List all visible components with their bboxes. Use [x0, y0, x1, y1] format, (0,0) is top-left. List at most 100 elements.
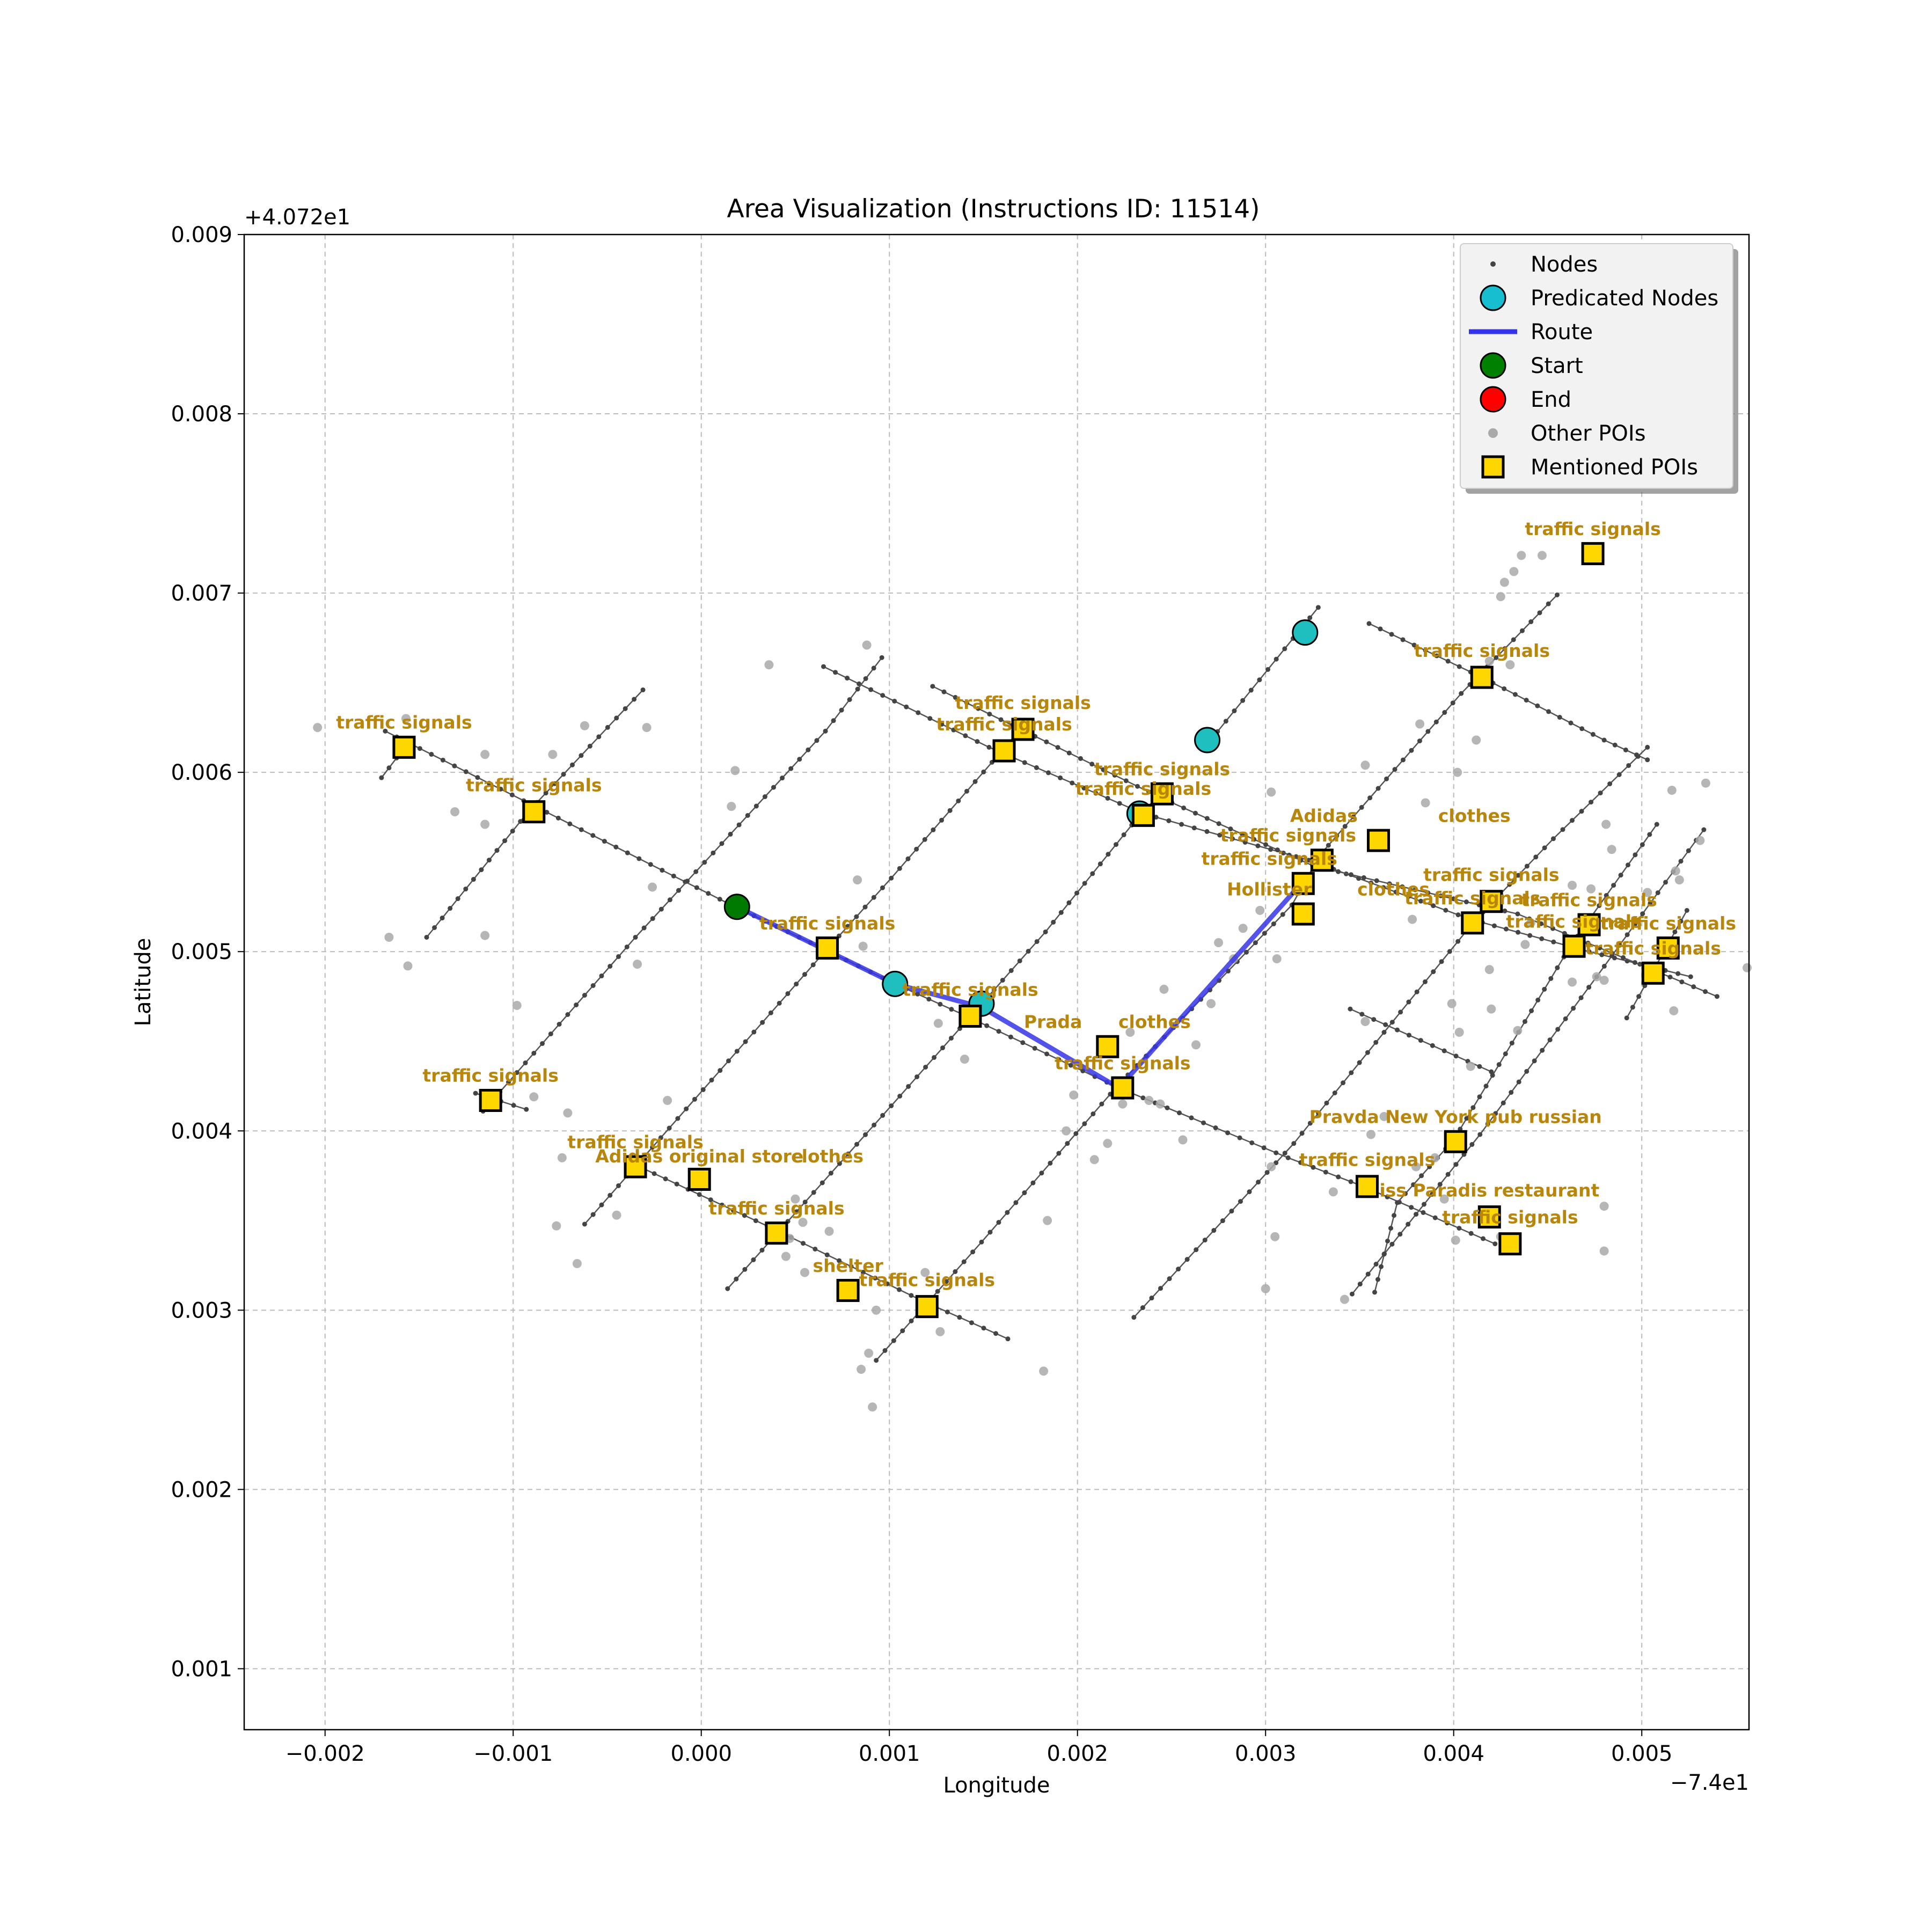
- legend-marker-circle: [1480, 284, 1506, 311]
- street-node: [1579, 809, 1584, 814]
- mentioned-poi: [1310, 848, 1334, 872]
- poi-label: traffic signals: [1525, 518, 1660, 539]
- street-node: [1630, 1005, 1635, 1010]
- x-tick-label: −0.001: [473, 1741, 553, 1766]
- street-node: [608, 1192, 613, 1198]
- street-node: [1714, 994, 1719, 999]
- street-node: [1684, 908, 1689, 913]
- street-node: [1165, 1105, 1170, 1110]
- other-poi: [1599, 1246, 1609, 1256]
- street-node: [987, 1230, 993, 1235]
- street-node: [1204, 816, 1210, 821]
- street-node: [674, 1181, 679, 1187]
- poi-label: clothes: [1357, 879, 1430, 899]
- street-node: [1554, 592, 1560, 597]
- street-node: [1383, 1022, 1388, 1027]
- street-node: [1265, 667, 1271, 672]
- street-node: [1647, 832, 1652, 837]
- street-node: [1243, 949, 1249, 955]
- street-node: [1455, 939, 1461, 944]
- other-poi: [824, 1226, 834, 1236]
- street-node: [777, 1000, 782, 1006]
- street-node: [1247, 1189, 1252, 1195]
- street-node: [1280, 912, 1285, 917]
- street-node: [1540, 1048, 1545, 1053]
- other-poi: [1517, 551, 1526, 560]
- poi-labels-layer: traffic signals traffic signals traffic si…: [336, 518, 1736, 1291]
- other-poi: [1039, 1366, 1049, 1376]
- mentioned-poi: [479, 1088, 502, 1112]
- street-node: [801, 1241, 806, 1246]
- street-node: [1238, 1199, 1243, 1204]
- poi-label: clothes: [1118, 1011, 1191, 1032]
- street-node: [1384, 776, 1389, 781]
- street-node: [1539, 936, 1545, 941]
- street-node: [599, 1202, 604, 1208]
- street-node: [424, 934, 429, 940]
- street-node: [1298, 858, 1304, 863]
- street-node: [1123, 778, 1129, 784]
- street-node: [806, 747, 811, 752]
- mentioned-poi: [1641, 961, 1665, 985]
- legend-box: [1460, 243, 1733, 489]
- other-poi: [1103, 1139, 1113, 1148]
- street-node: [1237, 1135, 1242, 1140]
- street-node: [855, 686, 860, 692]
- street-node: [1389, 632, 1394, 637]
- street-node: [1008, 968, 1014, 973]
- street-node: [540, 1041, 545, 1046]
- street-node: [788, 766, 794, 771]
- other-poi: [1599, 976, 1609, 985]
- other-poi: [633, 960, 642, 969]
- street-node: [697, 1192, 702, 1197]
- street-node: [1286, 852, 1292, 858]
- street-node: [1645, 757, 1650, 763]
- street-node: [582, 992, 587, 998]
- street-node: [1073, 1131, 1079, 1136]
- other-poi: [1191, 1040, 1201, 1050]
- street-node: [931, 827, 936, 832]
- street-node: [608, 963, 613, 969]
- street-node: [1571, 1006, 1576, 1011]
- street-node: [1013, 1200, 1019, 1205]
- other-poi: [403, 961, 413, 971]
- street-node: [479, 867, 484, 873]
- street-node: [623, 706, 628, 711]
- street-node: [1365, 1050, 1370, 1055]
- street-node: [1385, 1238, 1391, 1243]
- street-node: [1385, 1194, 1390, 1199]
- street-node: [718, 1068, 723, 1073]
- street-node: [660, 868, 665, 873]
- x-tick-label: 0.004: [1423, 1741, 1484, 1766]
- street-node: [939, 817, 945, 823]
- street-node: [1348, 1006, 1353, 1012]
- street-node: [751, 1029, 757, 1035]
- street-node: [1502, 646, 1507, 652]
- street-node: [957, 1315, 962, 1320]
- street-node: [1242, 839, 1248, 845]
- street-node: [814, 738, 819, 743]
- other-poi: [1643, 888, 1652, 897]
- street-node: [1548, 976, 1554, 981]
- street-node: [440, 757, 445, 763]
- street-node: [1091, 1111, 1096, 1117]
- street-node: [794, 982, 799, 987]
- street-node: [1648, 901, 1653, 906]
- street-node: [1349, 1291, 1355, 1297]
- other-poi: [1451, 1235, 1460, 1245]
- street-node: [897, 1287, 902, 1292]
- street-node: [1189, 1115, 1194, 1121]
- street-node: [1461, 1152, 1467, 1157]
- street-node: [1421, 1210, 1426, 1215]
- street-node: [1220, 1218, 1225, 1224]
- y-tick-label: 0.007: [171, 581, 232, 606]
- street-node: [1022, 1190, 1027, 1196]
- poi-label: traffic signals: [1585, 938, 1721, 959]
- mentioned-poi: [1480, 890, 1503, 913]
- street-node: [1230, 836, 1235, 841]
- street-node: [768, 1010, 773, 1015]
- mentioned-poi: [1461, 911, 1484, 935]
- poi-label: traffic signals: [1075, 778, 1211, 799]
- street-node: [1453, 1053, 1459, 1059]
- street-node: [1106, 852, 1111, 857]
